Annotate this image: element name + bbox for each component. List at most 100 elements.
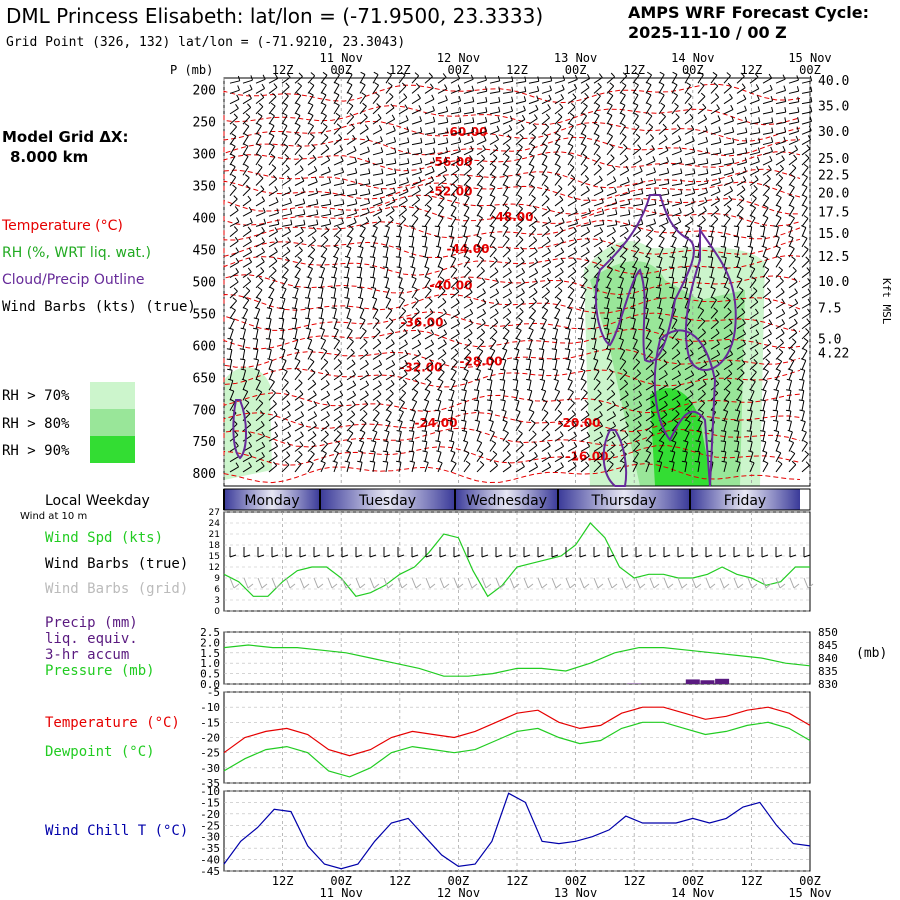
wind-barb-flag: [586, 227, 591, 232]
wind-barb: [450, 400, 454, 411]
wind-barb-flag: [564, 338, 570, 340]
wind-barb: [606, 136, 614, 145]
wind-barb: [424, 98, 435, 105]
wind-barb: [411, 401, 418, 411]
wind-barb-flag: [394, 168, 397, 174]
wind-barb-flag: [390, 379, 395, 385]
wind-barb-flag: [244, 399, 250, 403]
wind-barb-flag: [661, 225, 666, 230]
wind-barb: [398, 321, 407, 330]
wind-barb: [359, 309, 365, 319]
wind-barb: [684, 257, 688, 268]
wind-barb: [606, 318, 610, 329]
wind-barb: [450, 352, 459, 360]
wind-barb: [749, 188, 758, 197]
wind-barb: [242, 177, 250, 186]
wind-barb-flag: [456, 319, 461, 324]
wind-barb-flag: [770, 137, 774, 143]
wind-barb: [437, 76, 447, 84]
wind-barb-flag: [318, 276, 324, 279]
wind-barb: [411, 218, 419, 227]
wind-barb: [320, 329, 325, 340]
wind-barb: [671, 202, 682, 207]
wind-barb: [424, 343, 434, 350]
wind-barb-flag: [442, 73, 447, 78]
wind-barb: [710, 343, 720, 350]
wind-barb: [515, 359, 519, 370]
wind-barb: [307, 350, 314, 360]
wind-barb-flag: [507, 134, 512, 139]
wind-barb-flag: [416, 195, 421, 200]
wind-barb-flag: [560, 247, 565, 253]
wind-barb-flag: [282, 112, 288, 116]
wind-barb: [281, 179, 291, 186]
wind-barb: [515, 349, 520, 360]
wind-barb: [437, 257, 443, 268]
wind-barb-flag: [647, 235, 653, 240]
wind-barb-flag: [500, 399, 506, 402]
wind-barb: [515, 176, 522, 186]
wind-barb: [775, 323, 785, 330]
wind-barb-flag: [792, 266, 797, 272]
wind-barb: [619, 339, 624, 350]
wind-barb-flag: [273, 410, 278, 416]
wind-barb-flag: [232, 123, 237, 128]
wind-barb: [736, 98, 747, 105]
wind-barb-flag: [579, 358, 585, 361]
wind-barb-flag: [273, 175, 278, 180]
wind-barb: [658, 363, 668, 371]
wind-barb-flag: [313, 165, 318, 171]
wind-barb: [788, 351, 796, 360]
wind-barb-flag: [530, 184, 535, 188]
wind-barb-flag: [326, 401, 331, 406]
wind-barb: [424, 110, 435, 115]
wind-barb-flag: [495, 288, 500, 294]
wind-barb-flag: [320, 460, 326, 464]
wind-barb: [463, 101, 474, 105]
wind-barb: [684, 247, 688, 258]
wind-barb: [775, 168, 784, 176]
wind-barb: [528, 291, 538, 299]
wind-barb: [489, 218, 497, 227]
wind-barb-flag: [721, 256, 727, 259]
wind-barb-flag: [588, 219, 592, 225]
surface-wind-barb-flag: [803, 554, 811, 558]
wind-barb: [528, 445, 538, 452]
wind-barb: [710, 85, 719, 94]
wind-barb-flag: [733, 225, 739, 228]
wind-barb-flag: [325, 226, 330, 231]
wind-barb: [775, 207, 782, 217]
wind-barb: [229, 271, 239, 278]
wind-barb-flag: [547, 217, 552, 222]
wind-barb-flag: [789, 194, 795, 198]
wind-barb: [320, 171, 331, 176]
wind-barb-flag: [276, 208, 279, 214]
pressure-legend: Pressure (mb): [45, 663, 155, 679]
wind-barb: [554, 339, 558, 350]
wind-barb: [710, 200, 720, 207]
wind-speed-tick: 9: [214, 574, 220, 584]
wind-barb: [333, 126, 342, 135]
wind-barb-flag: [234, 277, 239, 283]
wind-barb: [307, 383, 317, 391]
wind-barb: [580, 87, 590, 94]
bottom-date-label: 15 Nov: [788, 886, 831, 900]
wind-barb-flag: [273, 461, 278, 466]
wind-barb-flag: [501, 409, 507, 412]
wind-barb-flag: [810, 96, 813, 102]
wind-barb-flag: [245, 287, 251, 292]
wind-barb-flag: [227, 378, 233, 381]
wind-barb-flag: [284, 378, 289, 383]
wind-barb-flag: [297, 143, 302, 148]
wind-barb-flag: [487, 368, 493, 371]
wind-barb: [411, 109, 422, 115]
wind-barb-flag: [529, 153, 535, 157]
grid-wind-barb-flag: [709, 583, 716, 589]
wind-barb: [463, 431, 468, 442]
wind-barb: [619, 104, 626, 115]
wind-barb: [554, 319, 560, 329]
wind-barb: [788, 410, 792, 421]
grid-wind-barb: [719, 577, 725, 589]
wind-barb-flag: [299, 390, 304, 395]
wind-barb: [554, 230, 564, 238]
